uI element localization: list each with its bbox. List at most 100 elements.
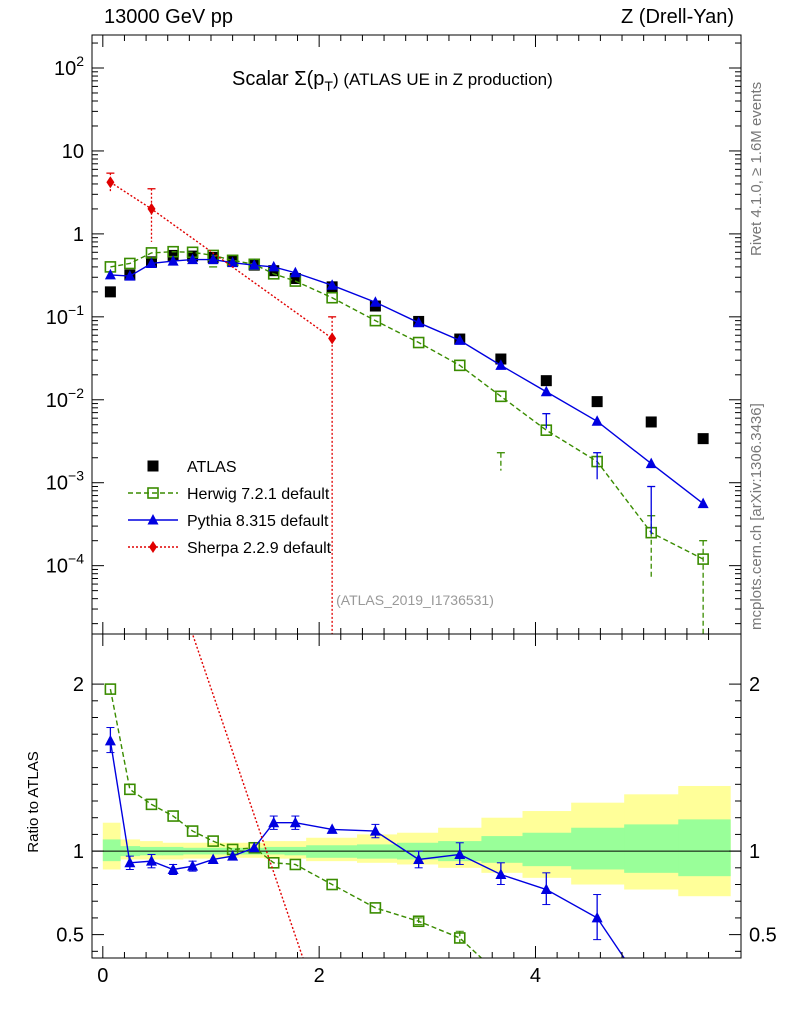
sherpa-ratio-series <box>191 634 304 958</box>
herwig-point <box>697 553 709 565</box>
pythia-series <box>104 253 709 535</box>
legend-marker <box>147 487 159 499</box>
atlas-point <box>104 286 116 298</box>
atlas-series <box>104 249 709 445</box>
ratio-bands <box>102 785 731 897</box>
herwig-point <box>495 390 507 403</box>
pythia-ratio-point <box>145 855 157 866</box>
pythia-point <box>645 457 657 469</box>
herwig-ratio-point <box>412 915 425 928</box>
legend-marker <box>147 514 159 525</box>
main-plot: 102 10 1 10−1 10−2 10−3 10−4 Scalar Σ(pT) (ATLA… <box>46 34 742 635</box>
herwig-ratio-point <box>453 932 466 944</box>
uncertainty-band-inner <box>522 832 572 867</box>
atlas-point <box>645 416 657 428</box>
x-tick-label: 0 <box>97 965 108 987</box>
sherpa-ratio-line <box>191 634 304 958</box>
herwig-point <box>326 291 338 304</box>
atlas-point <box>697 433 709 445</box>
analysis-id: (ATLAS_2019_I1736531) <box>336 592 494 608</box>
legend-label: Herwig 7.2.1 default <box>187 486 330 503</box>
pythia-ratio-point <box>289 816 301 828</box>
pythia-ratio-line <box>109 740 625 958</box>
pythia-point <box>167 255 179 266</box>
pythia-ratio-point <box>248 841 260 853</box>
pythia-point <box>289 266 301 278</box>
pythia-point <box>248 259 260 270</box>
x-tick-label: 4 <box>530 965 541 987</box>
pythia-point <box>124 270 136 281</box>
herwig-point <box>124 257 136 270</box>
ratio-series <box>104 634 625 958</box>
sherpa-point <box>328 332 337 345</box>
y-tick-label: 10−4 <box>46 551 84 578</box>
herwig-point <box>453 359 466 372</box>
y-tick-label: 10 <box>62 141 84 163</box>
pythia-ratio-point <box>454 848 466 859</box>
atlas-point <box>591 396 603 408</box>
ratio-y-tick-label: 1 <box>73 841 84 863</box>
pythia-point <box>591 415 603 426</box>
herwig-ratio-point <box>326 878 338 891</box>
ratio-y-ticks: 0.5 0.5 1 1 2 2 <box>56 674 777 952</box>
legend-label: Pythia 8.315 default <box>187 513 329 530</box>
herwig-ratio-point <box>289 858 302 871</box>
herwig-ratio-point <box>167 810 179 822</box>
pythia-ratio-point <box>413 853 425 864</box>
pythia-point <box>540 385 552 397</box>
ratio-y-axis-label: Ratio to ATLAS <box>25 751 42 852</box>
main-series <box>104 172 709 634</box>
ratio-y-tick-label-right: 1 <box>749 841 760 863</box>
process-label: Z (Drell-Yan) <box>621 6 734 28</box>
ratio-y-tick-label: 2 <box>73 674 84 696</box>
pythia-ratio-point <box>104 734 116 746</box>
pythia-point <box>454 334 466 345</box>
pythia-point <box>207 253 219 265</box>
energy-label: 13000 GeV pp <box>104 6 233 28</box>
atlas-point <box>495 353 507 365</box>
sherpa-series <box>106 172 337 634</box>
pythia-ratio-point <box>227 850 239 861</box>
herwig-ratio-point <box>207 835 219 847</box>
herwig-line <box>110 250 704 560</box>
pythia-ratio-point <box>187 860 199 871</box>
legend: ATLAS Herwig 7.2.1 default Pythia 8.315 de… <box>128 459 332 557</box>
uncertainty-band-inner <box>571 827 625 870</box>
herwig-ratio-point <box>104 683 117 695</box>
pythia-ratio-point <box>268 816 280 828</box>
legend-label: ATLAS <box>187 459 237 476</box>
pythia-ratio-point <box>207 853 219 864</box>
pythia-ratio-point <box>591 911 603 923</box>
pythia-point <box>104 268 116 280</box>
pythia-ratio-point <box>540 883 552 895</box>
legend-item-atlas: ATLAS <box>147 459 237 476</box>
ratio-frame <box>91 633 742 959</box>
legend-item-herwig: Herwig 7.2.1 default <box>128 486 330 503</box>
atlas-point <box>289 272 301 284</box>
y-tick-label: 10−1 <box>46 302 84 329</box>
legend-marker <box>147 460 159 472</box>
herwig-ratio-point <box>186 825 199 837</box>
main-x-ticks <box>102 35 710 634</box>
pythia-ratio-point <box>495 868 507 879</box>
herwig-ratio-point <box>145 798 158 811</box>
y-tick-label: 10−3 <box>46 468 84 495</box>
herwig-ratio-point <box>267 857 280 869</box>
pythia-ratio-series <box>104 727 625 958</box>
pythia-point <box>326 279 338 290</box>
legend-marker <box>149 541 157 553</box>
ratio-x-ticks: 0 2 4 <box>97 634 710 987</box>
herwig-ratio-point <box>369 902 382 914</box>
pythia-point <box>495 359 507 370</box>
sherpa-point <box>106 176 115 189</box>
ratio-y-tick-label: 0.5 <box>56 925 84 947</box>
herwig-series <box>104 245 709 634</box>
herwig-ratio-point <box>124 783 136 796</box>
main-y-ticks: 102 10 1 10−1 10−2 10−3 10−4 <box>46 42 741 625</box>
legend-label: Sherpa 2.2.9 default <box>187 540 332 557</box>
pythia-point <box>697 497 709 509</box>
pythia-ratio-point <box>167 863 179 874</box>
pythia-point <box>369 296 381 307</box>
legend-item-pythia: Pythia 8.315 default <box>128 513 329 530</box>
